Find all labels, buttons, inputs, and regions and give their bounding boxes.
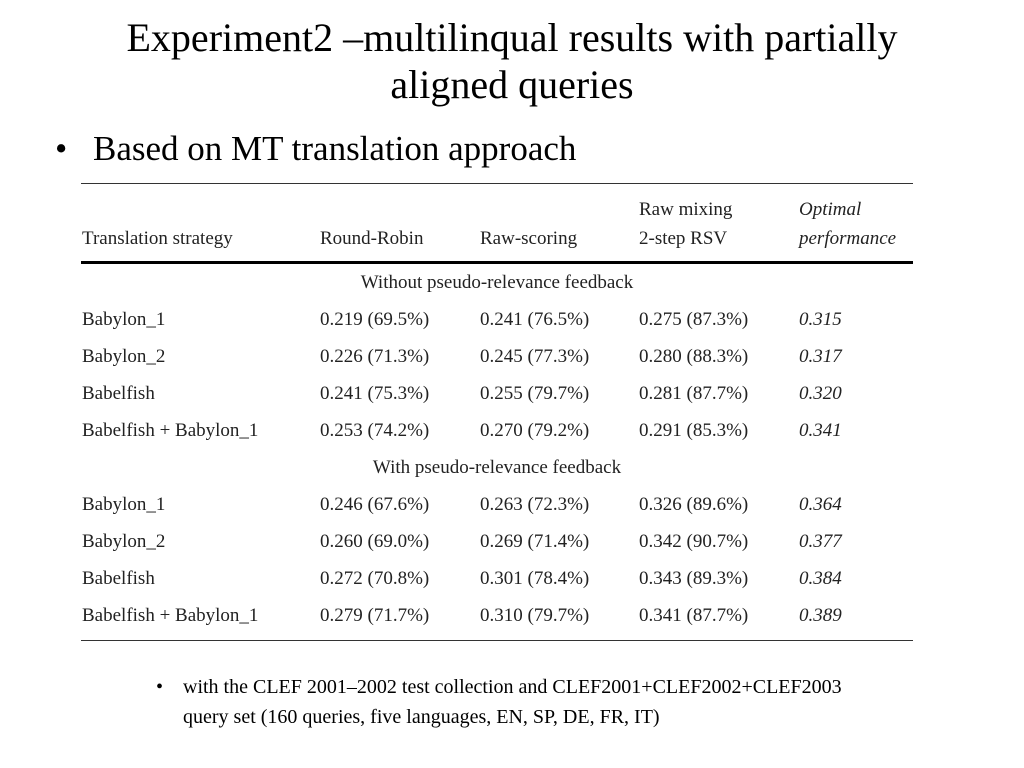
table-bottom-rule — [81, 640, 913, 641]
cell-round-robin: 0.241 (75.3%) — [320, 383, 430, 404]
cell-raw-mixing: 0.280 (88.3%) — [639, 346, 749, 367]
cell-strategy: Babelfish + Babylon_1 — [82, 420, 259, 441]
header-optimal-line2: performance — [799, 228, 897, 249]
table-row: Babelfish + Babylon_1 0.279 (71.7%) 0.310 … — [81, 597, 913, 634]
footnote-text: with the CLEF 2001–2002 test collection … — [183, 676, 842, 728]
cell-raw-scoring: 0.263 (72.3%) — [480, 494, 590, 515]
cell-round-robin: 0.260 (69.0%) — [320, 531, 430, 552]
table-top-rule — [81, 183, 913, 184]
cell-strategy: Babylon_2 — [82, 531, 166, 552]
slide-title-line2: aligned queries — [390, 62, 634, 107]
main-bullet-text: Based on MT translation approach — [93, 129, 577, 168]
slide-title: Experiment2 –multilinqual results with p… — [0, 14, 1024, 108]
cell-strategy: Babylon_1 — [82, 309, 166, 330]
table-row: Babylon_2 0.260 (69.0%) 0.269 (71.4%) 0.342… — [81, 523, 913, 560]
cell-round-robin: 0.246 (67.6%) — [320, 494, 430, 515]
cell-raw-scoring: 0.270 (79.2%) — [480, 420, 590, 441]
results-table: Translation strategy Round-Robin Raw-sco… — [81, 183, 913, 641]
cell-strategy: Babylon_1 — [82, 494, 166, 515]
cell-raw-mixing: 0.281 (87.7%) — [639, 383, 749, 404]
cell-raw-scoring: 0.301 (78.4%) — [480, 568, 590, 589]
cell-raw-mixing: 0.341 (87.7%) — [639, 605, 749, 626]
section-title-with-feedback: With pseudo-relevance feedback — [372, 457, 622, 478]
section-title-without-feedback: Without pseudo-relevance feedback — [360, 272, 634, 293]
header-raw-mixing-line1: Raw mixing — [639, 199, 733, 220]
cell-raw-mixing: 0.291 (85.3%) — [639, 420, 749, 441]
cell-round-robin: 0.272 (70.8%) — [320, 568, 430, 589]
cell-raw-scoring: 0.269 (71.4%) — [480, 531, 590, 552]
cell-raw-mixing: 0.275 (87.3%) — [639, 309, 749, 330]
cell-optimal: 0.315 — [799, 309, 842, 330]
cell-raw-mixing: 0.342 (90.7%) — [639, 531, 749, 552]
cell-optimal: 0.320 — [799, 383, 842, 404]
bullet-marker: • — [55, 129, 68, 168]
footnote: • with the CLEF 2001–2002 test collectio… — [156, 672, 876, 732]
cell-strategy: Babelfish — [82, 568, 155, 589]
table-row: Babylon_1 0.219 (69.5%) 0.241 (76.5%) 0.275… — [81, 301, 913, 338]
cell-raw-scoring: 0.310 (79.7%) — [480, 605, 590, 626]
table-row: Babelfish + Babylon_1 0.253 (74.2%) 0.270 … — [81, 412, 913, 449]
cell-raw-scoring: 0.241 (76.5%) — [480, 309, 590, 330]
header-raw-scoring: Raw-scoring — [480, 228, 578, 249]
cell-optimal: 0.317 — [799, 346, 842, 367]
main-bullet: • Based on MT translation approach — [55, 128, 576, 170]
cell-raw-scoring: 0.255 (79.7%) — [480, 383, 590, 404]
cell-round-robin: 0.226 (71.3%) — [320, 346, 430, 367]
cell-raw-mixing: 0.343 (89.3%) — [639, 568, 749, 589]
section-with-feedback: Babylon_1 0.246 (67.6%) 0.263 (72.3%) 0.326… — [81, 486, 913, 634]
table-header-row: Translation strategy Round-Robin Raw-sco… — [81, 184, 913, 261]
header-strategy: Translation strategy — [82, 228, 233, 249]
cell-round-robin: 0.253 (74.2%) — [320, 420, 430, 441]
table-row: Babylon_1 0.246 (67.6%) 0.263 (72.3%) 0.326… — [81, 486, 913, 523]
cell-optimal: 0.377 — [799, 531, 842, 552]
header-round-robin: Round-Robin — [320, 228, 424, 249]
table-row: Babelfish 0.241 (75.3%) 0.255 (79.7%) 0.281… — [81, 375, 913, 412]
cell-optimal: 0.389 — [799, 605, 842, 626]
cell-raw-mixing: 0.326 (89.6%) — [639, 494, 749, 515]
slide-title-line1: Experiment2 –multilinqual results with p… — [126, 15, 898, 60]
header-optimal-line1: Optimal — [799, 199, 862, 220]
section-without-feedback: Babylon_1 0.219 (69.5%) 0.241 (76.5%) 0.275… — [81, 301, 913, 449]
cell-optimal: 0.341 — [799, 420, 842, 441]
cell-strategy: Babelfish — [82, 383, 155, 404]
cell-optimal: 0.384 — [799, 568, 842, 589]
table-header-rule — [81, 261, 913, 264]
cell-strategy: Babylon_2 — [82, 346, 166, 367]
cell-raw-scoring: 0.245 (77.3%) — [480, 346, 590, 367]
footnote-bullet-marker: • — [156, 676, 164, 698]
cell-round-robin: 0.279 (71.7%) — [320, 605, 430, 626]
cell-strategy: Babelfish + Babylon_1 — [82, 605, 259, 626]
table-row: Babylon_2 0.226 (71.3%) 0.245 (77.3%) 0.280… — [81, 338, 913, 375]
table-row: Babelfish 0.272 (70.8%) 0.301 (78.4%) 0.343… — [81, 560, 913, 597]
cell-optimal: 0.364 — [799, 494, 842, 515]
cell-round-robin: 0.219 (69.5%) — [320, 309, 430, 330]
header-raw-mixing-line2: 2-step RSV — [639, 228, 728, 249]
